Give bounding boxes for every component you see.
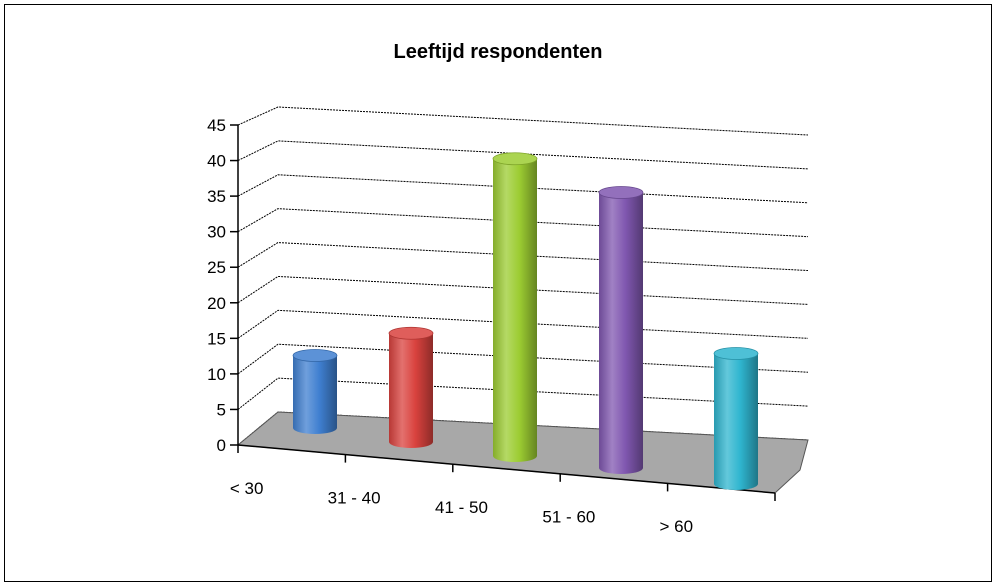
tick-labels: 0 5 10 15 20 25 30 35 40 45 < 30 31 - 40 41 - 50 51 -… xyxy=(207,116,693,536)
y-tick-label: 5 xyxy=(217,400,226,419)
y-tick-label: 25 xyxy=(207,258,226,277)
y-tick-label: 35 xyxy=(207,187,226,206)
axes xyxy=(230,124,776,501)
x-tick-label: < 30 xyxy=(230,479,264,498)
bar-3 xyxy=(598,186,644,474)
chart-title: Leeftijd respondenten xyxy=(393,41,603,63)
bar-1 xyxy=(388,326,434,448)
gridline xyxy=(237,275,809,305)
gridline xyxy=(237,106,809,136)
y-tick-label: 40 xyxy=(207,152,226,171)
bar-2 xyxy=(492,152,538,462)
x-axis xyxy=(237,444,776,494)
x-tick-label: 31 - 40 xyxy=(328,488,381,507)
bar-4 xyxy=(713,347,759,490)
bar-0 xyxy=(292,349,338,434)
gridline xyxy=(237,377,809,410)
y-tick-label: 10 xyxy=(207,365,226,384)
y-tick-label: 45 xyxy=(207,116,226,135)
y-tick-label: 20 xyxy=(207,294,226,313)
x-tick-label: > 60 xyxy=(660,517,694,536)
x-tick-label: 41 - 50 xyxy=(435,498,488,517)
bars xyxy=(292,152,759,490)
y-tick-label: 15 xyxy=(207,329,226,348)
x-tick-label: 51 - 60 xyxy=(542,508,595,527)
y-tick-label: 0 xyxy=(217,436,226,455)
y-tick-label: 30 xyxy=(207,223,226,242)
